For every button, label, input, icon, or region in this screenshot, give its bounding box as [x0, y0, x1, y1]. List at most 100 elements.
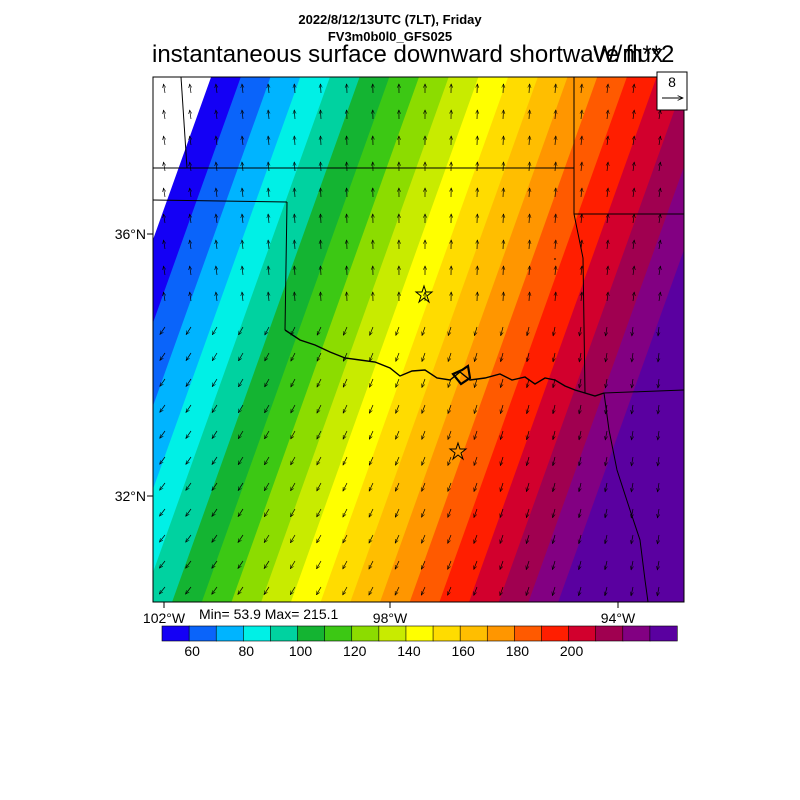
wind-vector-arrow — [607, 240, 608, 250]
wind-vector-arrow — [527, 430, 529, 440]
wind-vector-arrow — [264, 482, 270, 491]
lon-label-94w: 94°W — [601, 610, 636, 626]
wind-vector-arrow — [394, 534, 400, 543]
wind-vector-arrow — [242, 240, 243, 250]
wind-vector-arrow — [164, 214, 165, 224]
wind-vector-arrow — [631, 560, 633, 570]
wind-vector-arrow — [160, 482, 166, 490]
wind-vector-arrow — [268, 110, 269, 120]
wind-vector-arrow — [268, 188, 269, 198]
colorbar-swatch — [161, 625, 190, 642]
wind-vector-arrow — [529, 188, 530, 198]
wind-vector-arrow — [474, 378, 478, 388]
wind-vector-arrow — [605, 430, 607, 440]
wind-vector-arrow — [529, 136, 530, 146]
wind-vector-arrow — [238, 430, 244, 439]
wind-vector-arrow — [526, 586, 530, 596]
wind-vector-arrow — [448, 586, 452, 595]
city-marker-star — [448, 441, 468, 461]
flux-band — [528, 166, 684, 602]
wind-vector-arrow — [448, 326, 452, 336]
wind-vector-arrow — [581, 292, 582, 302]
wind-vector-arrow — [420, 586, 426, 595]
wind-vector-arrow — [500, 430, 504, 440]
wind-vector-arrow — [579, 508, 581, 518]
flux-band — [707, 77, 800, 602]
wind-vector-arrow — [553, 326, 555, 336]
wind-vector-arrow — [291, 378, 296, 387]
wind-vector-arrow — [607, 136, 608, 146]
wind-vector-arrow — [369, 404, 374, 413]
wind-vector-arrow — [342, 378, 348, 387]
wind-vector-arrow — [605, 456, 607, 466]
wind-vector-arrow — [160, 456, 166, 464]
city-marker-star — [414, 284, 434, 304]
wind-vector-arrow — [394, 586, 400, 595]
wind-vector-arrow — [607, 292, 608, 302]
wind-vector-arrow — [239, 326, 244, 335]
wind-vector-arrow — [316, 352, 322, 361]
wind-vector-arrow — [659, 266, 660, 276]
wind-vector-arrow — [552, 560, 556, 570]
colorbar-label: 200 — [560, 643, 584, 659]
flux-band — [153, 77, 361, 602]
wind-vector-arrow — [320, 188, 321, 198]
wind-vector-arrow — [159, 534, 166, 542]
wind-vector-arrow — [422, 482, 426, 491]
wind-vector-arrow — [216, 240, 217, 250]
wind-vector-arrow — [632, 378, 633, 388]
wind-vector-arrow — [555, 110, 556, 120]
wind-vector-arrow — [294, 162, 295, 172]
wind-vector-arrow — [526, 560, 530, 570]
wind-vector-arrow — [160, 326, 166, 334]
wind-vector-arrow — [190, 136, 191, 146]
wind-vector-arrow — [316, 378, 322, 387]
wind-vector-arrow — [448, 352, 452, 362]
flux-band — [320, 77, 539, 602]
panhandle-east-boundary — [284, 201, 288, 331]
wind-vector-arrow — [320, 240, 321, 250]
wind-vector-arrow — [342, 404, 348, 413]
wind-vector-arrow — [212, 508, 218, 516]
wind-vector-arrow — [529, 84, 530, 94]
wind-vector-arrow — [605, 560, 607, 570]
wind-vector-arrow — [268, 214, 269, 224]
wind-vector-arrow — [212, 378, 218, 387]
wind-vector-arrow — [579, 352, 581, 362]
wind-vector-arrow — [342, 430, 348, 439]
wind-vector-arrow — [190, 292, 191, 302]
wind-vector-arrow — [606, 326, 607, 336]
wind-vector-arrow — [212, 456, 218, 464]
wind-vector-arrow — [242, 292, 243, 302]
wind-vector-arrow — [368, 508, 374, 517]
wind-vector-arrow — [342, 482, 348, 491]
ar-la-boundary — [603, 389, 684, 394]
wind-vector-arrow — [320, 162, 321, 172]
wind-vector-arrow — [160, 352, 166, 360]
wind-vector-arrow — [607, 162, 608, 172]
wind-vector-arrow — [448, 482, 452, 491]
colorbar-label: 60 — [184, 643, 200, 659]
wind-vector-arrow — [422, 430, 426, 439]
wind-vector-arrow — [264, 456, 270, 465]
wind-vector-arrow — [212, 404, 218, 413]
wind-vector-arrow — [317, 508, 322, 517]
lon-label-102w: 102°W — [143, 610, 186, 626]
wind-vector-arrow — [368, 560, 374, 569]
wind-vector-arrow — [632, 326, 633, 336]
wind-vector-arrow — [422, 326, 426, 335]
wind-vector-arrow — [659, 292, 660, 302]
wind-vector-arrow — [294, 188, 295, 198]
wind-vector-arrow — [529, 266, 530, 276]
wind-vector-arrow — [368, 482, 374, 491]
wind-vector-arrow — [242, 136, 243, 146]
wind-vector-arrow — [290, 352, 296, 361]
wind-vector-arrow — [448, 430, 452, 439]
wind-vector-arrow — [212, 482, 218, 490]
wind-vector-arrow — [581, 162, 582, 172]
wind-vector-arrow — [186, 482, 192, 490]
wind-vector-arrow — [186, 326, 192, 335]
wind-vector-arrow — [370, 352, 374, 361]
map-units: W/m**2 — [593, 41, 675, 68]
wind-vector-arrow — [529, 110, 530, 120]
